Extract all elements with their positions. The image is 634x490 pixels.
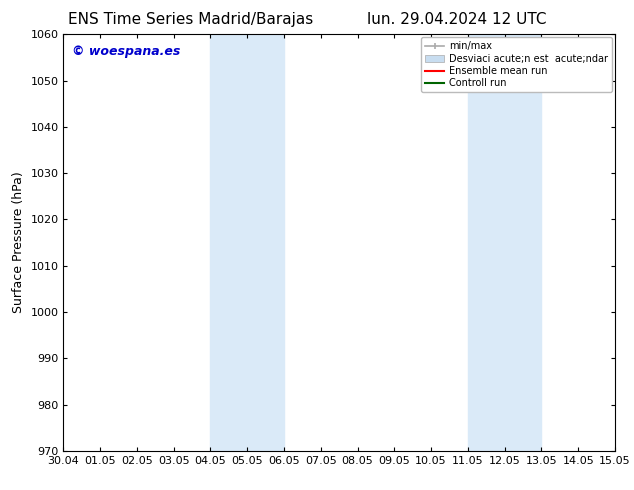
Bar — [468, 34, 541, 451]
Bar — [210, 34, 284, 451]
Y-axis label: Surface Pressure (hPa): Surface Pressure (hPa) — [12, 172, 25, 314]
Text: lun. 29.04.2024 12 UTC: lun. 29.04.2024 12 UTC — [366, 12, 547, 27]
Text: © woespana.es: © woespana.es — [72, 45, 180, 58]
Legend: min/max, Desviaci acute;n est  acute;ndar, Ensemble mean run, Controll run: min/max, Desviaci acute;n est acute;ndar… — [421, 37, 612, 92]
Text: ENS Time Series Madrid/Barajas: ENS Time Series Madrid/Barajas — [68, 12, 313, 27]
